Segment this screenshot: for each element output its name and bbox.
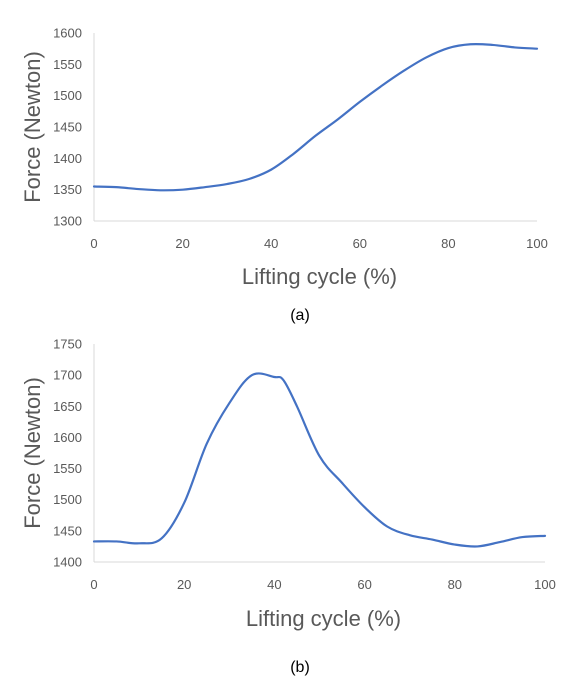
x-tick-label: 60: [357, 577, 371, 592]
y-tick-label: 1700: [53, 368, 82, 383]
y-tick-label: 1550: [53, 461, 82, 476]
y-tick-label: 1400: [53, 555, 82, 570]
y-tick-label: 1550: [53, 57, 82, 72]
y-tick-label: 1450: [53, 523, 82, 538]
y-tick-label: 1350: [53, 182, 82, 197]
y-tick-label: 1500: [53, 492, 82, 507]
x-tick-label: 40: [267, 577, 281, 592]
x-tick-label: 20: [177, 577, 191, 592]
chart-caption: (b): [290, 659, 310, 676]
y-axis-title: Force (Newton): [20, 51, 45, 203]
y-tick-label: 1450: [53, 120, 82, 135]
x-tick-label: 100: [526, 236, 548, 251]
x-tick-label: 60: [353, 236, 367, 251]
y-tick-label: 1300: [53, 214, 82, 229]
y-tick-label: 1650: [53, 399, 82, 414]
series-line: [92, 372, 547, 548]
x-tick-label: 0: [90, 236, 97, 251]
y-tick-label: 1400: [53, 151, 82, 166]
x-tick-label: 80: [448, 577, 462, 592]
chart-1: 1400 1450 1500 1550 1600 1650 1700 1750 0 20 40 60 8…: [20, 337, 556, 677]
x-axis-title: Lifting cycle (%): [246, 606, 401, 631]
x-tick-label: 0: [90, 577, 97, 592]
y-tick-label: 1500: [53, 88, 82, 103]
x-tick-label: 80: [441, 236, 455, 251]
chart-caption: (a): [290, 307, 310, 324]
x-tick-label: 20: [175, 236, 189, 251]
y-tick-label: 1750: [53, 337, 82, 352]
series-line: [92, 42, 539, 192]
y-tick-label: 1600: [53, 26, 82, 41]
chart-0: 1300 1350 1400 1450 1500 1550 1600 0 20 40 60 80 100…: [20, 26, 548, 325]
y-tick-label: 1600: [53, 430, 82, 445]
x-tick-label: 40: [264, 236, 278, 251]
x-tick-label: 100: [534, 577, 556, 592]
x-axis-title: Lifting cycle (%): [242, 264, 397, 289]
y-axis-title: Force (Newton): [20, 377, 45, 529]
